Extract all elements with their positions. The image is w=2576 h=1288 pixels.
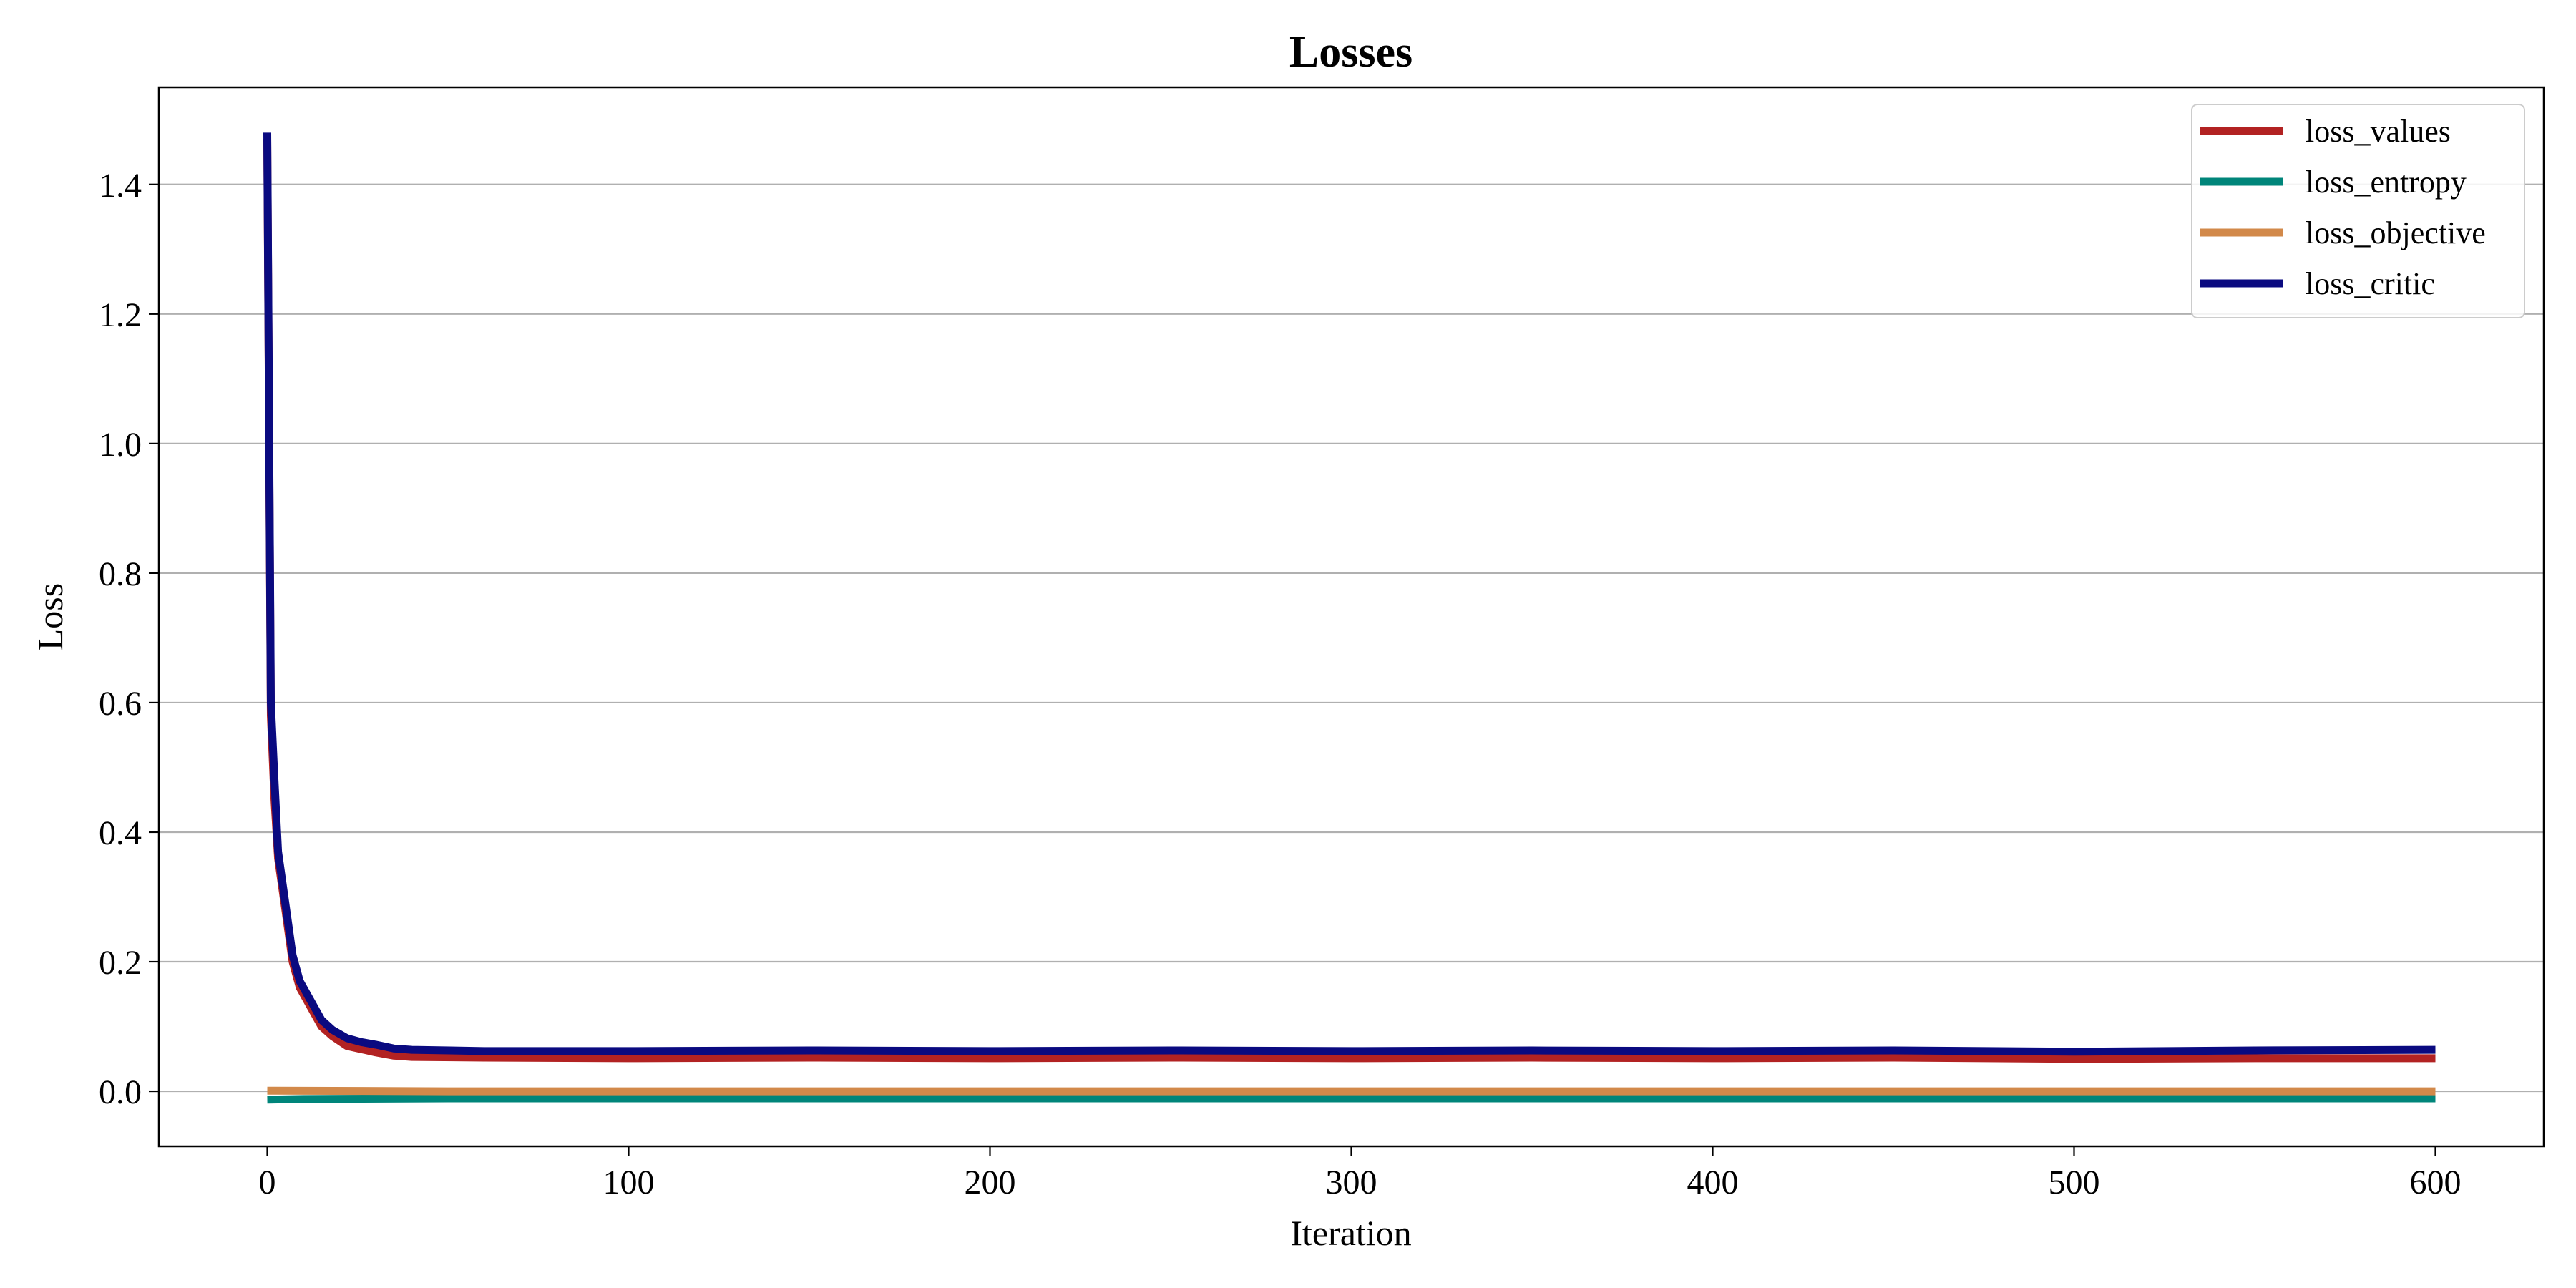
x-axis-label: Iteration [1290,1213,1411,1253]
x-tick-label-2: 200 [965,1163,1016,1201]
legend-box [2191,104,2525,318]
chart-title: Losses [1289,28,1413,77]
series-lines [263,132,2436,1104]
y-tick-label-5: 1.0 [99,426,142,464]
y-tick-label-1: 0.2 [99,944,142,982]
series-line-loss_critic [263,132,2436,1056]
x-tick-label-0: 0 [259,1163,276,1201]
y-axis-label: Loss [30,583,70,650]
legend: loss_values loss_entropy loss_objectivelos… [2191,104,2525,318]
x-tick-label-4: 400 [1687,1163,1739,1201]
series-line-loss_entropy [267,1094,2436,1104]
y-tick-label-3: 0.6 [99,685,142,723]
legend-label-loss_critic: loss_critic [2306,266,2435,301]
y-tick-label-0: 0.0 [99,1073,142,1111]
x-tick-label-6: 600 [2410,1163,2462,1201]
x-tick-label-1: 100 [603,1163,655,1201]
legend-label-loss_entropy: loss_entropy [2306,165,2467,200]
x-tick-label-3: 300 [1326,1163,1377,1201]
y-tick-label-2: 0.4 [99,814,142,852]
y-tick-label-7: 1.4 [99,167,142,205]
y-tick-label-4: 0.8 [99,555,142,593]
legend-label-loss_values: loss_values [2306,114,2451,149]
axis-ticks: 0.0 0.2 0.4 0.6 0.8 1.0 1.2 1.4 0 100 200 300 400 500… [99,167,2462,1201]
y-tick-label-6: 1.2 [99,296,142,334]
x-tick-label-5: 500 [2049,1163,2100,1201]
legend-label-loss_objective: loss_objective [2306,215,2486,250]
